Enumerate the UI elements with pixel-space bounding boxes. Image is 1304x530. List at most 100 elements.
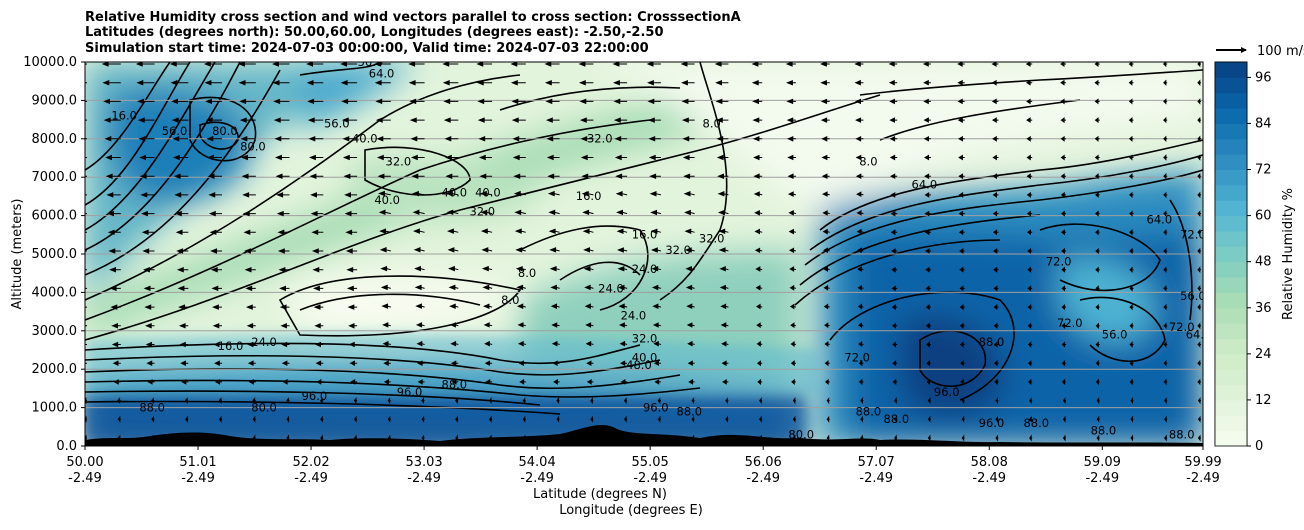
- wind-vector: [649, 190, 662, 197]
- wind-vector: [553, 379, 560, 385]
- x-tick-label-lon: -2.49: [859, 471, 893, 486]
- wind-vector: [1163, 322, 1168, 330]
- wind-vector: [581, 190, 594, 197]
- wind-vector: [102, 79, 121, 86]
- wind-vector: [1026, 173, 1033, 180]
- wind-vector: [958, 229, 965, 236]
- wind-vector: [484, 340, 493, 347]
- wind-vector: [213, 341, 222, 348]
- wind-vector: [957, 98, 965, 105]
- x-tick-label-lon: -2.49: [181, 471, 215, 486]
- wind-vector: [442, 79, 459, 86]
- wind-vector: [855, 154, 864, 161]
- wind-vector: [857, 266, 864, 273]
- wind-vector: [174, 192, 189, 198]
- wind-vector: [208, 192, 222, 198]
- contour-label: 32.0: [386, 155, 412, 169]
- wind-vector: [319, 397, 324, 405]
- wind-vector: [450, 360, 459, 367]
- wind-vector: [85, 194, 87, 196]
- wind-vector: [1162, 62, 1168, 68]
- wind-vector: [240, 136, 256, 142]
- wind-vector: [383, 360, 391, 367]
- wind-vector: [823, 247, 830, 254]
- wind-vector: [717, 191, 729, 197]
- wind-vector: [85, 250, 87, 252]
- wind-vector: [614, 136, 628, 142]
- wind-vector: [105, 173, 121, 179]
- contour-label: 32.0: [587, 132, 613, 146]
- wind-vector: [206, 136, 222, 142]
- wind-vector: [276, 192, 290, 198]
- contour-label: 96.0: [397, 385, 423, 399]
- wind-vector: [112, 360, 121, 366]
- wind-vector: [110, 304, 121, 310]
- wind-vector: [684, 209, 695, 216]
- x-tick-label-lat: 52.02: [292, 455, 329, 470]
- wind-vector: [650, 228, 662, 234]
- wind-vector: [856, 191, 864, 198]
- wind-vector: [548, 228, 560, 234]
- wind-vector: [248, 379, 256, 385]
- wind-vector: [476, 79, 493, 86]
- wind-vector: [993, 304, 999, 311]
- wind-vector: [688, 379, 695, 385]
- x-axis-label-latitude: Latitude (degrees N): [533, 487, 667, 502]
- colorbar-tick-label: 0: [1255, 439, 1263, 454]
- wind-vector: [139, 154, 155, 161]
- wind-vector: [309, 173, 324, 179]
- wind-vector: [173, 173, 189, 179]
- wind-vector: [725, 434, 729, 442]
- wind-vector: [1095, 322, 1100, 329]
- wind-vector: [1129, 341, 1134, 348]
- wind-vector: [344, 210, 358, 217]
- wind-vector: [176, 266, 189, 273]
- colorbar-band: [1215, 261, 1247, 278]
- contour-label: 88.0: [979, 335, 1005, 349]
- wind-vector: [890, 229, 898, 236]
- contour-label: 80.0: [788, 427, 814, 441]
- wind-vector: [578, 79, 594, 86]
- wind-vector: [442, 62, 459, 67]
- wind-vector: [759, 397, 763, 405]
- wind-vector: [1096, 397, 1100, 405]
- contour-label: 64.0: [1147, 212, 1173, 226]
- contour-label: 40.0: [352, 132, 378, 146]
- wind-vector: [556, 415, 560, 423]
- wind-vector: [320, 415, 324, 423]
- wind-vector: [586, 379, 594, 385]
- wind-vector: [686, 303, 695, 309]
- wind-vector: [411, 173, 425, 179]
- wind-vector: [210, 248, 222, 254]
- colorbar-bands: [1214, 61, 1248, 447]
- wind-vector: [759, 434, 763, 442]
- wind-vector: [657, 415, 661, 423]
- y-tick-label: 3000.0: [32, 324, 78, 339]
- y-tick-label: 2000.0: [32, 362, 78, 377]
- wind-vector: [1062, 434, 1066, 442]
- wind-vector: [720, 303, 729, 310]
- contour-label: 72.0: [1057, 316, 1083, 330]
- wind-vector: [417, 379, 425, 385]
- wind-vector: [85, 269, 87, 271]
- wind-vector: [421, 434, 425, 442]
- wind-vector: [752, 136, 763, 142]
- wind-vector: [142, 248, 155, 254]
- wind-vector: [512, 154, 526, 161]
- wind-vector: [858, 378, 864, 386]
- wind-vector: [518, 360, 526, 367]
- wind-vector: [1061, 378, 1066, 386]
- contour-label: 96.0: [302, 389, 328, 403]
- wind-vector: [205, 98, 222, 105]
- wind-vector: [754, 228, 763, 235]
- wind-vector: [1095, 378, 1100, 386]
- contour-label: 88.0: [856, 404, 882, 418]
- wind-vector: [1129, 191, 1134, 199]
- wind-vector: [1025, 79, 1033, 86]
- wind-vector: [651, 265, 662, 272]
- wind-vector: [137, 98, 155, 105]
- y-tick-label: 0.0: [56, 439, 77, 454]
- wind-vector: [241, 173, 256, 179]
- wind-vector: [245, 304, 256, 310]
- wind-vector: [488, 434, 493, 442]
